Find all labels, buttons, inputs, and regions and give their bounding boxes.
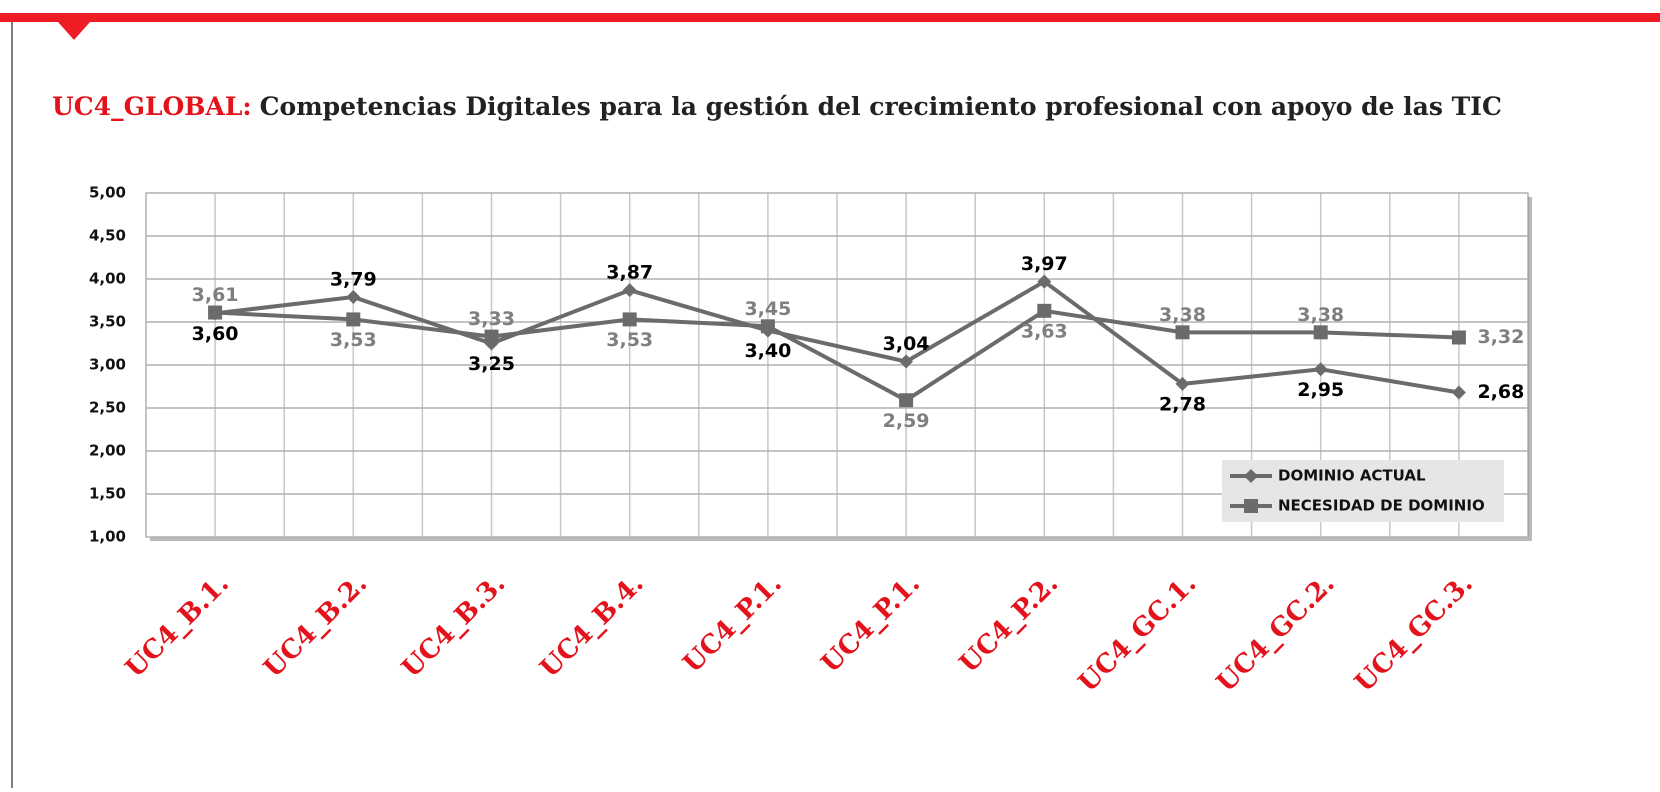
point [1244, 469, 1258, 483]
x-tick-label: UC4_GC.3. [1349, 569, 1478, 698]
data-label: 2,68 [1477, 381, 1524, 403]
point [1244, 499, 1258, 513]
point [1313, 325, 1328, 340]
point [622, 312, 637, 327]
data-label: 3,32 [1477, 326, 1524, 348]
data-label: 3,25 [468, 353, 515, 375]
point [760, 319, 775, 334]
y-tick-label: 4,50 [89, 227, 126, 245]
data-label: 3,45 [744, 298, 791, 320]
x-tick-label: UC4_GC.2. [1211, 569, 1340, 698]
y-tick-label: 2,50 [89, 399, 126, 417]
x-tick-label: UC4_P.2. [954, 569, 1064, 679]
series-line [214, 279, 1460, 395]
series-line [215, 308, 1459, 403]
point [346, 312, 361, 327]
x-tick-label: UC4_B.3. [396, 569, 511, 684]
chart-title: UC4_GLOBAL: Competencias Digitales para l… [52, 92, 1502, 121]
data-label: 3,97 [1021, 253, 1068, 275]
data-label: 2,59 [883, 410, 930, 432]
y-tick-label: 1,50 [89, 485, 126, 503]
title-prefix: UC4_GLOBAL: [52, 92, 252, 121]
y-tick-label: 5,00 [89, 184, 126, 202]
data-label: 3,60 [192, 323, 239, 345]
data-label: 3,33 [468, 308, 515, 330]
data-label: 3,38 [1297, 304, 1344, 326]
point [484, 329, 499, 344]
top-bar [0, 13, 1660, 22]
data-label: 3,53 [330, 329, 377, 351]
data-label: 3,04 [883, 333, 930, 355]
data-label: 3,63 [1021, 320, 1068, 342]
point [346, 290, 361, 305]
y-tick-label: 2,00 [89, 442, 126, 460]
point [1451, 385, 1466, 400]
data-label: 2,78 [1159, 393, 1206, 415]
data-label: 3,87 [606, 262, 653, 284]
point [208, 305, 223, 320]
point [1037, 303, 1052, 318]
data-label: 3,79 [330, 269, 377, 291]
point [1175, 376, 1190, 391]
y-tick-label: 3,50 [89, 313, 126, 331]
y-tick-label: 4,00 [89, 270, 126, 288]
point [1313, 362, 1328, 377]
x-tick-label: UC4_B.2. [258, 569, 373, 684]
legend-box [1222, 460, 1504, 522]
data-label: 3,38 [1159, 304, 1206, 326]
point [899, 393, 914, 408]
x-tick-label: UC4_P.1. [816, 569, 926, 679]
x-tick-label: UC4_GC.1. [1073, 569, 1202, 698]
y-tick-label: 1,00 [89, 528, 126, 546]
point [1037, 274, 1052, 289]
point [1451, 330, 1466, 345]
data-label: 3,40 [744, 340, 791, 362]
data-label: 3,61 [192, 284, 239, 306]
point [899, 354, 914, 369]
x-tick-label: UC4_B.1. [120, 569, 235, 684]
y-tick-label: 3,00 [89, 356, 126, 374]
legend-label: NECESIDAD DE DOMINIO [1278, 497, 1485, 515]
x-tick-label: UC4_P.1. [678, 569, 788, 679]
point [622, 283, 637, 298]
title-text: Competencias Digitales para la gestión d… [260, 92, 1502, 121]
point [1175, 325, 1190, 340]
x-tick-label: UC4_B.4. [535, 569, 650, 684]
data-label: 2,95 [1297, 379, 1344, 401]
data-label: 3,53 [606, 329, 653, 351]
top-bar-notch [58, 22, 90, 40]
legend-label: DOMINIO ACTUAL [1278, 467, 1426, 485]
